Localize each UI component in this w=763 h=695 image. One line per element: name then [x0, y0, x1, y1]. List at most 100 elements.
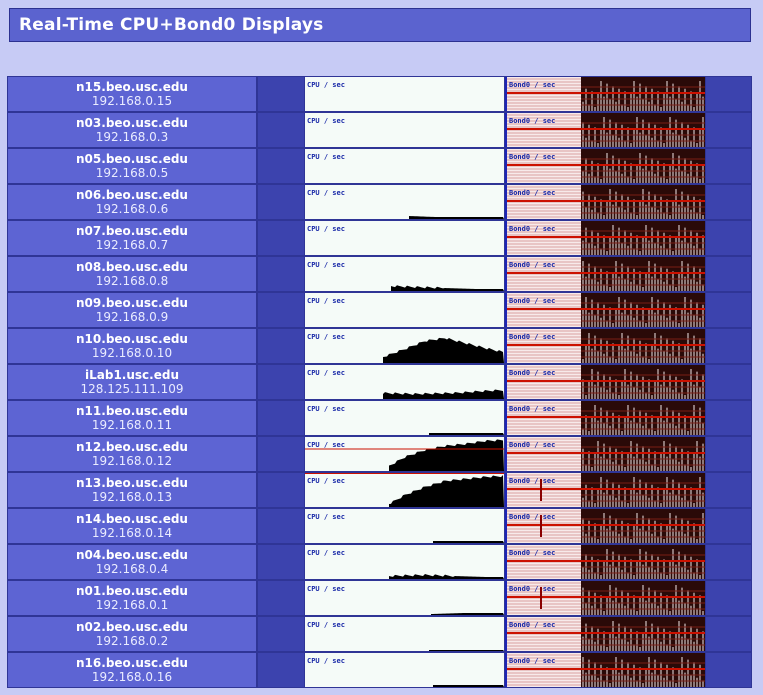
cpu-label: CPU / sec	[307, 153, 345, 161]
host-ip: 192.168.0.1	[95, 598, 169, 612]
bond0-graph-svg	[507, 401, 705, 435]
bond0-graph: Bond0 / sec	[505, 653, 705, 687]
bond0-graph: Bond0 / sec	[505, 401, 705, 435]
host-ip: 192.168.0.15	[91, 94, 173, 108]
cpu-usage-area	[433, 685, 504, 687]
host-name: n07.beo.usc.edu	[76, 224, 188, 238]
page-title-bar: Real-Time CPU+Bond0 Displays	[9, 8, 751, 42]
cpu-usage-area	[429, 650, 504, 651]
bond0-graph: Bond0 / sec	[505, 149, 705, 183]
spacer-cell	[258, 113, 304, 147]
cpu-graph-svg	[305, 439, 504, 471]
cpu-graph-svg	[429, 433, 504, 435]
cpu-graph: CPU / sec	[305, 329, 504, 363]
end-cell	[706, 77, 751, 111]
cpu-label: CPU / sec	[307, 117, 345, 125]
bond0-graph-svg	[507, 581, 705, 615]
cpu-usage-area	[383, 389, 504, 399]
bond0-graph: Bond0 / sec	[505, 293, 705, 327]
host-name: n11.beo.usc.edu	[76, 404, 188, 418]
cpu-label: CPU / sec	[307, 549, 345, 557]
cpu-label: CPU / sec	[307, 621, 345, 629]
bond0-graph: Bond0 / sec	[505, 113, 705, 147]
bond0-graph-svg	[507, 149, 705, 183]
bond0-graph: Bond0 / sec	[505, 257, 705, 291]
bond0-label: Bond0 / sec	[509, 405, 556, 413]
bond0-label: Bond0 / sec	[509, 441, 556, 449]
cpu-label: CPU / sec	[307, 513, 345, 521]
bond0-label: Bond0 / sec	[509, 189, 556, 197]
host-ip: 192.168.0.10	[91, 346, 173, 360]
host-name: n09.beo.usc.edu	[76, 296, 188, 310]
host-name: n08.beo.usc.edu	[76, 260, 188, 274]
host-cell: n04.beo.usc.edu 192.168.0.4	[8, 545, 256, 579]
cpu-graph: CPU / sec	[305, 149, 504, 183]
end-cell	[706, 293, 751, 327]
bond0-graph-svg	[507, 617, 705, 651]
cpu-graph-svg	[409, 216, 504, 219]
host-cell: n03.beo.usc.edu 192.168.0.3	[8, 113, 256, 147]
spacer-cell	[258, 185, 304, 219]
bond0-graph-svg	[507, 329, 705, 363]
host-ip: 192.168.0.7	[95, 238, 169, 252]
bond0-graph-svg	[507, 365, 705, 399]
cpu-usage-area	[389, 475, 504, 507]
bond0-label: Bond0 / sec	[509, 369, 556, 377]
cpu-graph: CPU / sec	[305, 437, 504, 471]
bond0-label: Bond0 / sec	[509, 621, 556, 629]
bond0-graph-svg	[507, 257, 705, 291]
bond0-graph-svg	[507, 509, 705, 543]
cpu-graph: CPU / sec	[305, 113, 504, 147]
node-row: n15.beo.usc.edu 192.168.0.15 CPU / sec Bond…	[8, 77, 751, 111]
spacer-cell	[258, 509, 304, 543]
end-cell	[706, 617, 751, 651]
node-row: n04.beo.usc.edu 192.168.0.4 CPU / sec Bond0…	[8, 545, 751, 579]
spacer-cell	[258, 221, 304, 255]
host-ip: 192.168.0.6	[95, 202, 169, 216]
end-cell	[706, 401, 751, 435]
host-cell: n08.beo.usc.edu 192.168.0.8	[8, 257, 256, 291]
spacer-cell	[258, 149, 304, 183]
bond0-graph-svg	[507, 221, 705, 255]
node-row: n05.beo.usc.edu 192.168.0.5 CPU / sec Bond0…	[8, 149, 751, 183]
host-name: iLab1.usc.edu	[85, 368, 179, 382]
cpu-graph-svg	[305, 473, 504, 507]
bond0-label: Bond0 / sec	[509, 153, 556, 161]
host-ip: 192.168.0.5	[95, 166, 169, 180]
host-name: n03.beo.usc.edu	[76, 116, 188, 130]
cpu-usage-area	[433, 541, 504, 543]
bond0-graph-svg	[507, 293, 705, 327]
cpu-graph: CPU / sec	[305, 617, 504, 651]
end-cell	[706, 473, 751, 507]
host-ip: 192.168.0.12	[91, 454, 173, 468]
spacer-cell	[258, 653, 304, 687]
host-name: n02.beo.usc.edu	[76, 620, 188, 634]
bond0-label: Bond0 / sec	[509, 225, 556, 233]
bond0-label: Bond0 / sec	[509, 261, 556, 269]
node-row: iLab1.usc.edu 128.125.111.109 CPU / sec Bon…	[8, 365, 751, 399]
spacer-cell	[258, 437, 304, 471]
cpu-label: CPU / sec	[307, 81, 345, 89]
host-name: n04.beo.usc.edu	[76, 548, 188, 562]
host-ip: 192.168.0.13	[91, 490, 173, 504]
cpu-graph: CPU / sec	[305, 401, 504, 435]
end-cell	[706, 509, 751, 543]
node-row: n16.beo.usc.edu 192.168.0.16 CPU / sec Bond…	[8, 653, 751, 687]
node-row: n02.beo.usc.edu 192.168.0.2 CPU / sec Bond0…	[8, 617, 751, 651]
cpu-label: CPU / sec	[307, 297, 345, 305]
bond0-graph: Bond0 / sec	[505, 545, 705, 579]
host-ip: 192.168.0.16	[91, 670, 173, 684]
host-name: n12.beo.usc.edu	[76, 440, 188, 454]
cpu-graph: CPU / sec	[305, 473, 504, 507]
node-row: n01.beo.usc.edu 192.168.0.1 CPU / sec Bond0…	[8, 581, 751, 615]
spacer-cell	[258, 617, 304, 651]
bond0-graph-svg	[507, 437, 705, 471]
cpu-graph: CPU / sec	[305, 77, 504, 111]
bond0-label: Bond0 / sec	[509, 333, 556, 341]
node-row: n14.beo.usc.edu 192.168.0.14 CPU / sec Bond…	[8, 509, 751, 543]
host-name: n14.beo.usc.edu	[76, 512, 188, 526]
host-cell: n16.beo.usc.edu 192.168.0.16	[8, 653, 256, 687]
spacer-cell	[258, 329, 304, 363]
end-cell	[706, 365, 751, 399]
cpu-label: CPU / sec	[307, 189, 345, 197]
